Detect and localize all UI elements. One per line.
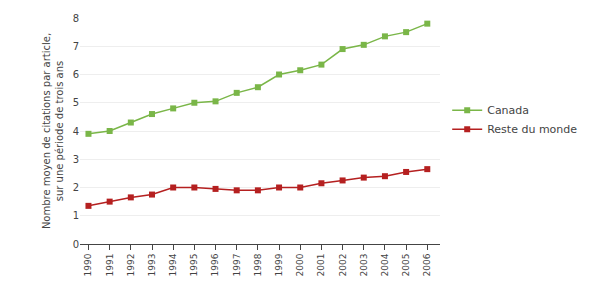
- svg-text:Nombre moyen de citations par: Nombre moyen de citations par article,su…: [41, 33, 65, 229]
- svg-text:1995: 1995: [189, 254, 199, 277]
- svg-text:1990: 1990: [83, 253, 93, 276]
- svg-text:6: 6: [73, 69, 79, 80]
- svg-text:1999: 1999: [274, 253, 284, 276]
- svg-text:Reste du monde: Reste du monde: [487, 123, 577, 136]
- svg-text:8: 8: [73, 13, 79, 24]
- svg-text:2001: 2001: [316, 254, 326, 277]
- svg-text:1991: 1991: [105, 254, 115, 277]
- svg-text:1: 1: [73, 210, 79, 221]
- svg-text:1994: 1994: [168, 253, 178, 276]
- svg-text:5: 5: [73, 97, 79, 108]
- svg-text:1998: 1998: [253, 253, 263, 276]
- svg-text:7: 7: [73, 41, 79, 52]
- svg-text:2004: 2004: [380, 253, 390, 276]
- svg-text:1993: 1993: [147, 254, 157, 277]
- svg-text:1997: 1997: [232, 254, 242, 277]
- svg-text:4: 4: [73, 126, 79, 137]
- svg-text:2000: 2000: [295, 253, 305, 276]
- svg-text:2002: 2002: [338, 254, 348, 277]
- svg-text:2006: 2006: [422, 253, 432, 276]
- svg-text:Canada: Canada: [487, 104, 529, 117]
- svg-text:1992: 1992: [126, 254, 136, 277]
- svg-text:1996: 1996: [210, 253, 220, 276]
- svg-text:2005: 2005: [401, 254, 411, 277]
- svg-text:0: 0: [73, 239, 79, 250]
- svg-text:2: 2: [73, 182, 79, 193]
- svg-text:3: 3: [73, 154, 79, 165]
- svg-text:2003: 2003: [359, 254, 369, 277]
